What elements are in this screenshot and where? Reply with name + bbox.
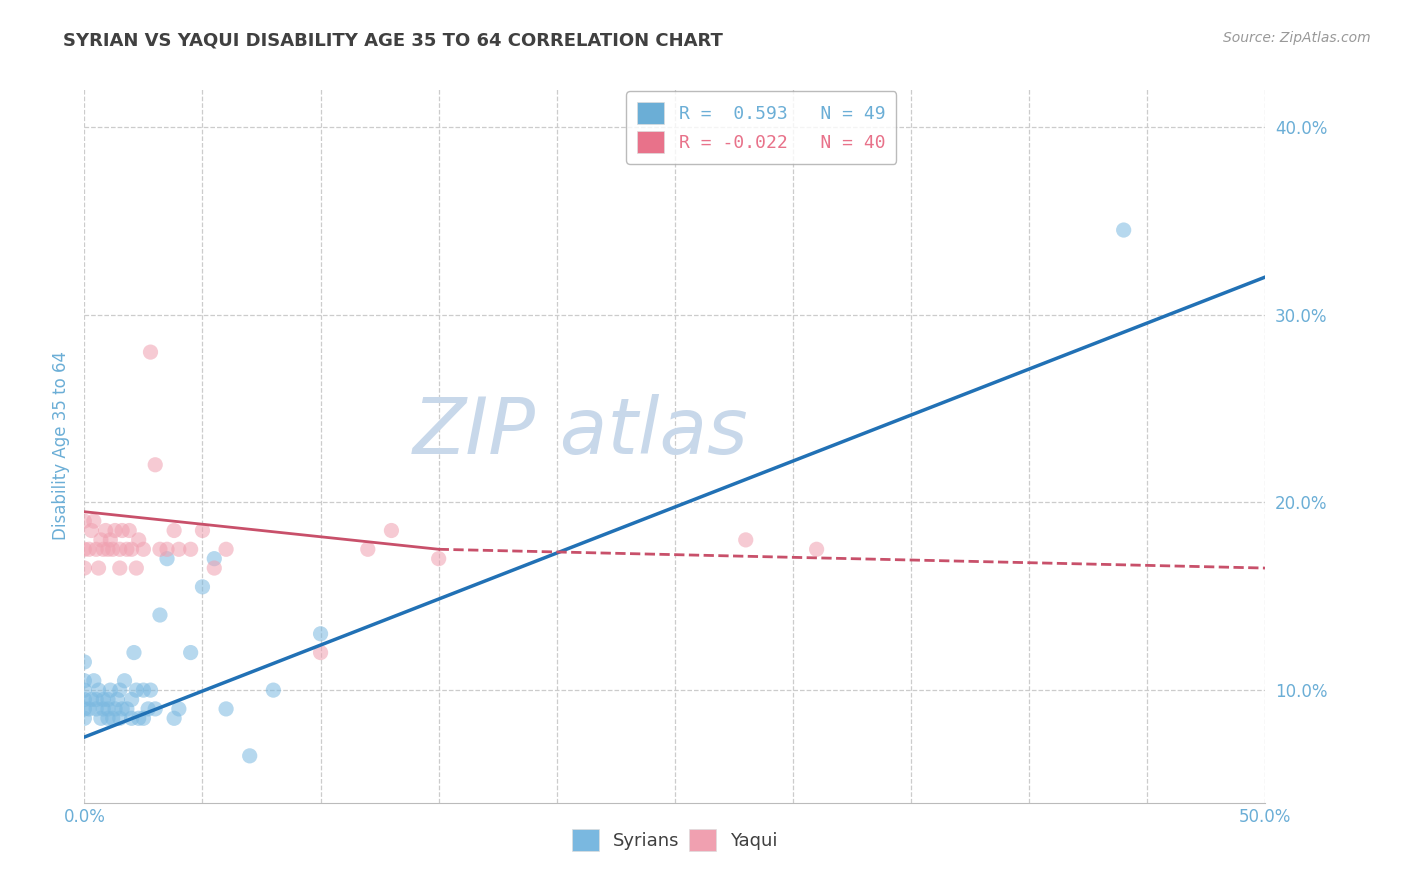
Point xyxy=(357,542,380,557)
Point xyxy=(73,542,96,557)
Text: Source: ZipAtlas.com: Source: ZipAtlas.com xyxy=(1223,31,1371,45)
Point xyxy=(108,711,131,725)
Point xyxy=(115,702,138,716)
Point xyxy=(77,542,100,557)
Point xyxy=(98,533,121,547)
Point xyxy=(128,711,150,725)
Point xyxy=(97,711,120,725)
Point xyxy=(180,542,202,557)
Point xyxy=(73,561,96,575)
Point xyxy=(77,702,100,716)
Point xyxy=(380,524,402,538)
Point xyxy=(84,692,107,706)
Point xyxy=(87,561,110,575)
Point xyxy=(191,580,214,594)
Point xyxy=(132,683,155,698)
Point xyxy=(90,533,112,547)
Y-axis label: Disability Age 35 to 64: Disability Age 35 to 64 xyxy=(52,351,70,541)
Point xyxy=(97,542,120,557)
Point xyxy=(136,702,159,716)
Point xyxy=(309,646,332,660)
Point xyxy=(215,702,238,716)
Point xyxy=(73,692,96,706)
Point xyxy=(114,673,136,688)
Text: SYRIAN VS YAQUI DISABILITY AGE 35 TO 64 CORRELATION CHART: SYRIAN VS YAQUI DISABILITY AGE 35 TO 64 … xyxy=(63,31,723,49)
Point xyxy=(118,524,141,538)
Point xyxy=(427,551,450,566)
Point xyxy=(73,514,96,528)
Point xyxy=(90,711,112,725)
Point xyxy=(83,514,105,528)
Point xyxy=(191,524,214,538)
Point xyxy=(156,551,179,566)
Point xyxy=(121,542,143,557)
Point xyxy=(115,542,138,557)
Point xyxy=(262,683,284,698)
Point xyxy=(1112,223,1135,237)
Point xyxy=(167,542,190,557)
Point xyxy=(97,702,120,716)
Point xyxy=(806,542,828,557)
Point xyxy=(91,702,114,716)
Point xyxy=(108,542,131,557)
Point xyxy=(87,683,110,698)
Point xyxy=(122,646,145,660)
Point xyxy=(91,692,114,706)
Point xyxy=(94,524,117,538)
Point xyxy=(97,692,120,706)
Point xyxy=(104,702,127,716)
Point xyxy=(163,711,186,725)
Point xyxy=(180,646,202,660)
Point xyxy=(73,673,96,688)
Point xyxy=(125,683,148,698)
Point xyxy=(149,542,172,557)
Point xyxy=(111,524,134,538)
Point xyxy=(143,458,166,472)
Point xyxy=(139,683,162,698)
Point xyxy=(73,683,96,698)
Point xyxy=(98,683,121,698)
Point xyxy=(73,655,96,669)
Point xyxy=(132,711,155,725)
Point xyxy=(125,561,148,575)
Point xyxy=(121,711,143,725)
Legend: Syrians, Yaqui: Syrians, Yaqui xyxy=(565,822,785,858)
Point xyxy=(202,551,225,566)
Point xyxy=(83,673,105,688)
Point xyxy=(91,542,114,557)
Point xyxy=(108,561,131,575)
Point xyxy=(156,542,179,557)
Point xyxy=(309,627,332,641)
Point xyxy=(239,748,262,763)
Point xyxy=(84,702,107,716)
Point xyxy=(101,542,124,557)
Point xyxy=(163,524,186,538)
Point xyxy=(128,533,150,547)
Point xyxy=(167,702,190,716)
Point xyxy=(73,711,96,725)
Point xyxy=(80,524,103,538)
Point xyxy=(73,702,96,716)
Point xyxy=(101,711,124,725)
Point xyxy=(215,542,238,557)
Point xyxy=(111,702,134,716)
Point xyxy=(121,692,143,706)
Point xyxy=(202,561,225,575)
Point xyxy=(108,683,131,698)
Point xyxy=(139,345,162,359)
Point xyxy=(132,542,155,557)
Point xyxy=(80,692,103,706)
Point xyxy=(734,533,756,547)
Point xyxy=(84,542,107,557)
Point xyxy=(149,607,172,622)
Text: ZIP atlas: ZIP atlas xyxy=(412,393,748,470)
Point xyxy=(143,702,166,716)
Point xyxy=(107,692,129,706)
Point xyxy=(104,524,127,538)
